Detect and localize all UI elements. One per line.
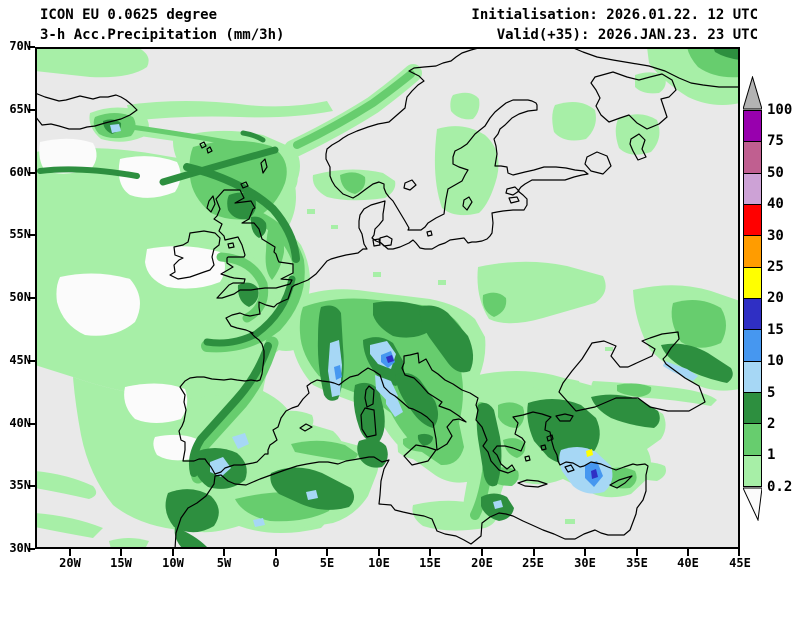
map-canvas — [35, 47, 740, 549]
lon-label: 45E — [729, 556, 751, 570]
legend-cell — [744, 424, 761, 456]
lat-tick — [28, 423, 35, 425]
lon-label: 20E — [471, 556, 493, 570]
lat-label: 45N — [9, 353, 31, 367]
legend-value: 0.2 — [767, 479, 793, 495]
lat-label: 70N — [9, 39, 31, 53]
legend-value: 40 — [767, 196, 784, 212]
model-title: ICON EU 0.0625 degree — [40, 7, 218, 23]
legend-value: 50 — [767, 165, 784, 181]
lon-label: 0 — [272, 556, 280, 570]
lon-label: 10W — [162, 556, 184, 570]
lon-tick — [481, 549, 483, 556]
legend-colorbar — [743, 110, 762, 487]
lon-tick — [172, 549, 174, 556]
lon-tick — [584, 549, 586, 556]
map-frame — [35, 47, 740, 549]
lon-label: 15W — [110, 556, 132, 570]
lat-tick — [28, 485, 35, 487]
lon-label: 20W — [59, 556, 81, 570]
legend-cell — [744, 392, 761, 425]
legend-cell — [744, 111, 761, 143]
legend-value: 15 — [767, 322, 784, 338]
valid-time: Valid(+35): 2026.JAN.23. 23 UTC — [496, 27, 758, 43]
lon-label: 40E — [677, 556, 699, 570]
precip-trace-white — [39, 138, 225, 461]
lat-tick — [28, 109, 35, 111]
lat-label: 65N — [9, 102, 31, 116]
legend-cell — [744, 361, 761, 393]
lat-tick — [28, 360, 35, 362]
lat-label: 60N — [9, 165, 31, 179]
legend-cell — [744, 298, 761, 331]
lon-tick — [326, 549, 328, 556]
legend-value: 25 — [767, 259, 784, 275]
legend-value: 100 — [767, 102, 793, 118]
lon-tick — [738, 549, 740, 556]
legend-cell — [744, 455, 761, 486]
lat-label: 35N — [9, 478, 31, 492]
lon-label: 35E — [626, 556, 648, 570]
precip-yellow — [586, 449, 593, 457]
legend-cell — [744, 236, 761, 268]
legend-cell — [744, 267, 761, 299]
lon-label: 30E — [574, 556, 596, 570]
lat-label: 30N — [9, 541, 31, 555]
lon-tick — [429, 549, 431, 556]
lon-tick — [636, 549, 638, 556]
lat-tick — [28, 46, 35, 48]
legend-under-triangle — [743, 487, 762, 521]
legend-cell — [744, 142, 761, 174]
legend-cell — [744, 204, 761, 237]
lat-label: 40N — [9, 416, 31, 430]
lat-tick — [28, 297, 35, 299]
header-left: ICON EU 0.0625 degree 3-h Acc.Precipitati… — [40, 5, 284, 45]
coastlines — [35, 47, 740, 549]
legend-cell — [744, 173, 761, 205]
lon-label: 5E — [319, 556, 335, 570]
init-time: Initialisation: 2026.01.22. 12 UTC — [471, 7, 758, 23]
weather-map — [35, 47, 740, 549]
legend-value: 30 — [767, 228, 784, 244]
lat-tick — [28, 234, 35, 236]
legend-value: 20 — [767, 290, 784, 306]
header-right: Initialisation: 2026.01.22. 12 UTC Valid(… — [471, 5, 758, 45]
legend-value: 75 — [767, 133, 784, 149]
legend-value: 1 — [767, 447, 776, 463]
lat-tick — [28, 172, 35, 174]
lat-label: 50N — [9, 290, 31, 304]
legend-value: 2 — [767, 416, 776, 432]
lon-tick — [223, 549, 225, 556]
lon-label: 10E — [368, 556, 390, 570]
lon-tick — [533, 549, 535, 556]
lon-tick — [69, 549, 71, 556]
lon-label: 5W — [216, 556, 232, 570]
lon-tick — [120, 549, 122, 556]
lat-tick — [28, 548, 35, 550]
lon-label: 25E — [522, 556, 544, 570]
legend-over-triangle — [743, 76, 762, 110]
legend-value: 10 — [767, 353, 784, 369]
lon-label: 15E — [419, 556, 441, 570]
lon-tick — [378, 549, 380, 556]
lon-tick — [275, 549, 277, 556]
lon-tick — [687, 549, 689, 556]
product-title: 3-h Acc.Precipitation (mm/3h) — [40, 27, 285, 43]
legend-cell — [744, 330, 761, 362]
precip-dark-blue — [386, 355, 598, 479]
lat-label: 55N — [9, 227, 31, 241]
legend-value: 5 — [767, 385, 776, 401]
